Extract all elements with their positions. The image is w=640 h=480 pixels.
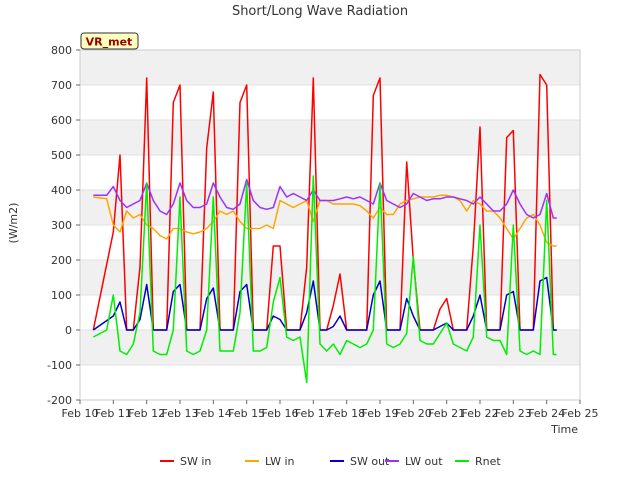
legend-label: LW in bbox=[265, 455, 295, 468]
y-tick-label: 500 bbox=[51, 149, 72, 162]
y-tick-label: -100 bbox=[47, 359, 72, 372]
x-tick-label: Feb 15 bbox=[228, 407, 265, 420]
chart-title: Short/Long Wave Radiation bbox=[232, 4, 408, 19]
plot-area bbox=[80, 49, 580, 401]
series-layer bbox=[92, 73, 557, 384]
x-tick-label: Feb 13 bbox=[162, 407, 199, 420]
grid-band bbox=[80, 260, 580, 295]
x-tick-label: Feb 16 bbox=[262, 407, 299, 420]
grid-band bbox=[80, 50, 580, 85]
legend: SW in LW in SW out LW out Rnet bbox=[160, 455, 501, 468]
legend-item-lw-in: LW in bbox=[245, 455, 295, 468]
x-axis-label: Time bbox=[550, 423, 578, 436]
x-tick-label: Feb 18 bbox=[328, 407, 365, 420]
x-tick-label: Feb 10 bbox=[62, 407, 99, 420]
y-tick-label: 700 bbox=[51, 79, 72, 92]
site-label-text: VR_met bbox=[86, 36, 133, 49]
grid-band bbox=[80, 190, 580, 225]
series-line-sw-in bbox=[92, 73, 557, 331]
x-tick-label: Feb 20 bbox=[395, 407, 432, 420]
grid-band bbox=[80, 120, 580, 155]
y-tick-label: 0 bbox=[65, 324, 72, 337]
series-line-lw-in bbox=[93, 194, 557, 247]
series-line-sw-out bbox=[92, 276, 557, 331]
x-tick-label: Feb 25 bbox=[562, 407, 599, 420]
y-tick-label: 400 bbox=[51, 184, 72, 197]
legend-label: Rnet bbox=[475, 455, 501, 468]
y-tick-label: 200 bbox=[51, 254, 72, 267]
legend-item-lw-out: LW out bbox=[385, 455, 443, 468]
x-tick-label: Feb 12 bbox=[128, 407, 165, 420]
y-tick-label: 100 bbox=[51, 289, 72, 302]
y-axis-label: (W/m2) bbox=[7, 203, 20, 244]
legend-item-rnet: Rnet bbox=[455, 455, 501, 468]
x-tick-label: Feb 23 bbox=[495, 407, 532, 420]
x-tick-label: Feb 17 bbox=[295, 407, 332, 420]
legend-label: SW out bbox=[350, 455, 390, 468]
y-tick-label: 300 bbox=[51, 219, 72, 232]
series-line-lw-out bbox=[93, 178, 557, 219]
legend-item-sw-in: SW in bbox=[160, 455, 211, 468]
site-label-box: VR_met bbox=[80, 32, 139, 50]
x-tick-label: Feb 21 bbox=[428, 407, 465, 420]
y-tick-label: 800 bbox=[51, 44, 72, 57]
legend-label: LW out bbox=[405, 455, 443, 468]
x-tick-label: Feb 24 bbox=[528, 407, 565, 420]
x-tick-label: Feb 19 bbox=[362, 407, 399, 420]
legend-item-sw-out: SW out bbox=[330, 455, 390, 468]
y-tick-label: -200 bbox=[47, 394, 72, 407]
x-tick-label: Feb 11 bbox=[95, 407, 132, 420]
legend-label: SW in bbox=[180, 455, 211, 468]
series-line-rnet bbox=[92, 175, 557, 384]
y-tick-label: 600 bbox=[51, 114, 72, 127]
x-tick-label: Feb 22 bbox=[462, 407, 499, 420]
x-tick-label: Feb 14 bbox=[195, 407, 232, 420]
